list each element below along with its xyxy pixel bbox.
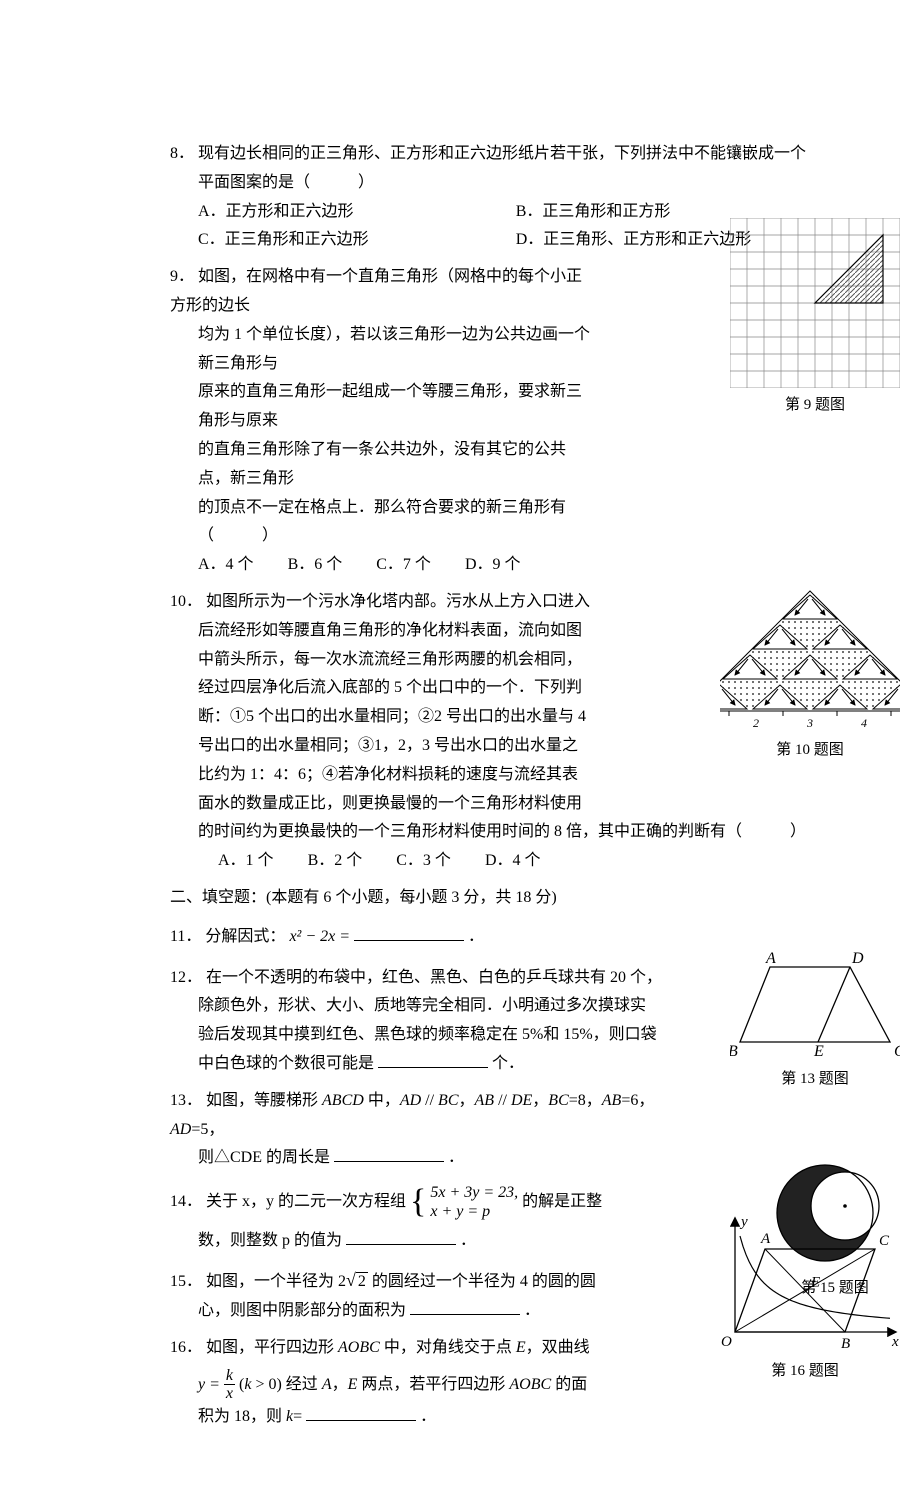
q12-l2: 除颜色外，形状、大小、质地等完全相同．小明通过多次摸球实 <box>170 992 667 1021</box>
q16-l3-post: ． <box>420 1408 436 1425</box>
q16-frac-num: k <box>224 1367 235 1386</box>
q15-l1-mid: 的圆经过一个半径为 4 的圆的圆 <box>372 1273 596 1290</box>
q15-l2-pre: 心，则图中阴影部分的面积为 <box>198 1302 406 1319</box>
q10-l1: 如图所示为一个污水净化塔内部。污水从上方入口进入 <box>206 593 590 610</box>
q10-number: 10． <box>170 593 202 610</box>
question-11: 11． 分解因式： x² − 2x = ． <box>170 923 860 952</box>
q16-frac: k x <box>224 1367 235 1403</box>
q9-options: A．4 个 B．6 个 C．7 个 D．9 个 <box>170 551 860 580</box>
q14-post: 的解是正整 <box>522 1193 602 1210</box>
q9-l4: 的直角三角形除了有一条公共边外，没有其它的公共点，新三角形 <box>170 436 598 494</box>
svg-text:x: x <box>891 1334 899 1350</box>
q14-l2-post: ． <box>460 1232 476 1249</box>
q10-l5: 断：①5 个出口的出水量相同；②2 号出口的出水量与 4 <box>170 703 598 732</box>
q8-opt-a: A．正方形和正六边形 <box>198 198 516 227</box>
q11-post: ． <box>468 928 484 945</box>
q13-blank <box>334 1145 444 1163</box>
q16-l2-mid: (k > 0) 经过 A，E 两点，若平行四边形 AOBC 的面 <box>239 1375 587 1392</box>
q13-number: 13． <box>170 1092 202 1109</box>
q11-number: 11． <box>170 928 201 945</box>
q10-opt-b: B．2 个 <box>308 847 363 876</box>
q9-opt-c: C．7 个 <box>376 551 431 580</box>
q15-l2-post: ． <box>524 1302 540 1319</box>
q10-l6: 号出口的出水量相同；③1，2，3 号出水口的出水量之 <box>170 732 598 761</box>
q10-options: A．1 个 B．2 个 C．3 个 D．4 个 <box>170 847 860 876</box>
figure-9: 第 9 题图 <box>730 218 900 419</box>
q8-line2: 平面图案的是（ ） <box>170 169 860 198</box>
q15-number: 15． <box>170 1273 202 1290</box>
q10-l2: 后流经形如等腰直角三角形的净化材料表面，流向如图 <box>170 617 598 646</box>
q15-blank <box>410 1297 520 1315</box>
question-15: 15． 如图，一个半径为 2√2 的圆经过一个半径为 4 的圆的圆 心，则图中阴… <box>170 1264 860 1326</box>
question-13: 13． 如图，等腰梯形 ABCD 中，AD // BC，AB // DE，BC=… <box>170 1087 860 1173</box>
q9-l5: 的顶点不一定在格点上．那么符合要求的新三角形有（ ） <box>170 494 598 552</box>
q11-blank <box>354 923 464 941</box>
q14-pre: 关于 x，y 的二元一次方程组 <box>206 1193 410 1210</box>
question-9: 第 9 题图 9． 如图，在网格中有一个直角三角形（网格中的每个小正方形的边长 … <box>170 263 860 580</box>
q9-l3: 原来的直角三角形一起组成一个等腰三角形，要求新三角形与原来 <box>170 378 598 436</box>
brace-icon: { <box>410 1183 426 1220</box>
q14-blank <box>346 1228 456 1246</box>
q13-l2-post: ． <box>448 1149 464 1166</box>
q9-opt-b: B．6 个 <box>288 551 343 580</box>
q8-opt-c: C．正三角形和正六边形 <box>198 226 516 255</box>
figure-9-caption: 第 9 题图 <box>730 392 900 419</box>
q16-frac-den: x <box>224 1385 235 1403</box>
figure-10: 12345 第 10 题图 <box>720 583 900 764</box>
q14-eq2: x + y = p <box>430 1202 518 1221</box>
svg-text:C: C <box>879 1233 890 1249</box>
q16-l1: 如图，平行四边形 AOBC 中，对角线交于点 E，双曲线 <box>206 1339 590 1356</box>
q15-l1-pre: 如图，一个半径为 <box>206 1273 338 1290</box>
svg-text:y: y <box>739 1214 748 1230</box>
q16-l3-pre: 积为 18，则 k= <box>198 1408 302 1425</box>
figure-10-caption: 第 10 题图 <box>720 737 900 764</box>
q10-opt-c: C．3 个 <box>396 847 451 876</box>
q16-blank <box>306 1403 416 1421</box>
q12-l4-post: 个． <box>492 1055 524 1072</box>
q12-l4-pre: 中白色球的个数很可能是 <box>198 1055 374 1072</box>
q9-opt-d: D．9 个 <box>465 551 521 580</box>
question-10: 12345 第 10 题图 10． 如图所示为一个污水净化塔内部。污水从上方入口… <box>170 588 860 876</box>
svg-text:4: 4 <box>861 716 867 730</box>
q14-system: 5x + 3y = 23, x + y = p <box>430 1183 518 1221</box>
section-2-title: 二、填空题：(本题有 6 个小题，每小题 3 分，共 18 分) <box>170 884 860 913</box>
svg-text:2: 2 <box>753 716 759 730</box>
q8-number: 8． <box>170 145 194 162</box>
q10-l4: 经过四层净化后流入底部的 5 个出口中的一个．下列判 <box>170 674 598 703</box>
q11-expr: x² − 2x = <box>289 928 350 945</box>
q14-eq1: 5x + 3y = 23, <box>430 1183 518 1202</box>
svg-text:A: A <box>760 1231 771 1247</box>
question-16: 16． 如图，平行四边形 AOBC 中，对角线交于点 E，双曲线 y = k x… <box>170 1334 860 1432</box>
svg-text:C: C <box>894 1043 900 1060</box>
q10-opt-a: A．1 个 <box>218 847 274 876</box>
q10-l8: 面水的数量成正比，则更换最慢的一个三角形材料使用 <box>170 790 598 819</box>
q9-l1: 如图，在网格中有一个直角三角形（网格中的每个小正方形的边长 <box>170 268 582 314</box>
q14-l2-pre: 数，则整数 p 的值为 <box>198 1232 342 1249</box>
q13-l1: 如图，等腰梯形 ABCD 中，AD // BC，AB // DE，BC=8，AB… <box>170 1092 654 1138</box>
q10-l3: 中箭头所示，每一次水流流经三角形两腰的机会相同， <box>170 646 598 675</box>
q12-l1: 在一个不透明的布袋中，红色、黑色、白色的乒乓球共有 20 个， <box>206 969 662 986</box>
q12-l3: 验后发现其中摸到红色、黑色球的频率稳定在 5%和 15%，则口袋 <box>170 1021 667 1050</box>
q16-l2-pre: y = <box>198 1375 224 1392</box>
figure-10-svg: 12345 <box>720 583 900 733</box>
q8-text: 现有边长相同的正三角形、正方形和正六边形纸片若干张，下列拼法中不能镶嵌成一个 <box>198 145 806 162</box>
q14-number: 14． <box>170 1193 202 1210</box>
q13-l2-pre: 则△CDE 的周长是 <box>198 1149 330 1166</box>
q15-sqrt: 2√2 <box>338 1273 368 1290</box>
figure-9-svg <box>730 218 900 388</box>
question-12: 12． 在一个不透明的布袋中，红色、黑色、白色的乒乓球共有 20 个， 除颜色外… <box>170 964 860 1079</box>
q9-number: 9． <box>170 268 194 285</box>
q11-pre: 分解因式： <box>205 928 285 945</box>
q12-number: 12． <box>170 969 202 986</box>
q10-l7: 比约为 1：4：6；④若净化材料损耗的速度与流经其表 <box>170 761 598 790</box>
q10-l9: 的时间约为更换最快的一个三角形材料使用时间的 8 倍，其中正确的判断有（ ） <box>170 818 860 847</box>
q12-blank <box>378 1050 488 1068</box>
svg-text:3: 3 <box>806 716 813 730</box>
q10-opt-d: D．4 个 <box>485 847 541 876</box>
q16-number: 16． <box>170 1339 202 1356</box>
q9-l2: 均为 1 个单位长度），若以该三角形一边为公共边画一个新三角形与 <box>170 321 598 379</box>
q9-opt-a: A．4 个 <box>198 551 254 580</box>
